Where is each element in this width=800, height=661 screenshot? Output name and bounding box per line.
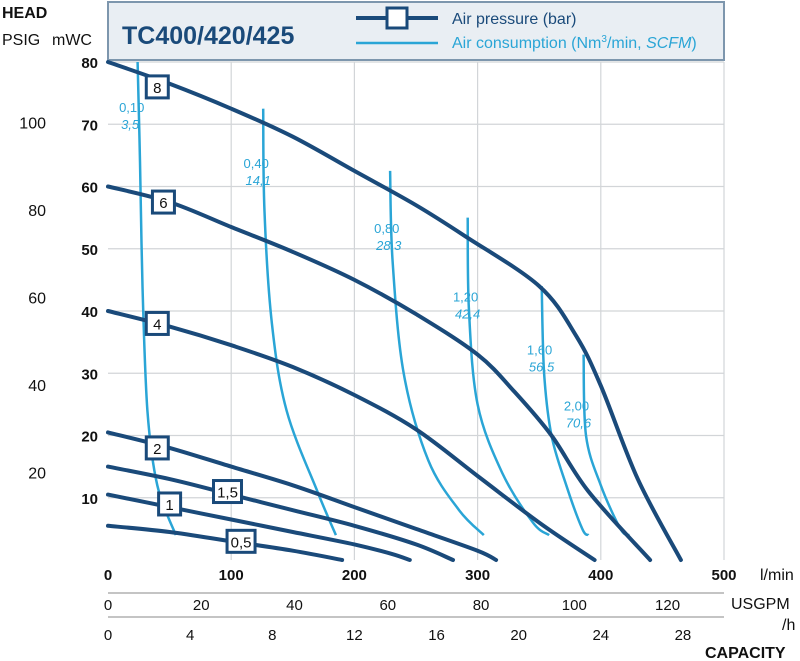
mwc-tick-label: 70 [81, 117, 98, 134]
pressure-line [106, 523, 345, 562]
pressure-marker-label: 8 [153, 80, 161, 97]
m3h-tick-label: 4 [186, 627, 194, 644]
psig-tick-label: 40 [28, 378, 46, 395]
chart-title: TC400/420/425 [122, 22, 294, 50]
pressure-marker-box [144, 435, 170, 461]
pressure-marker-label: 2 [153, 441, 161, 458]
psig-tick-label: 20 [28, 465, 46, 482]
m3h-tick-label: 16 [428, 627, 445, 644]
pressure-marker-box [212, 479, 244, 505]
mwc-tick-label: 50 [81, 242, 98, 259]
legend-item-air-consumption: Air consumption (Nm3/min, SCFM) [356, 34, 697, 52]
consumption-scfm-label: 3,5 [121, 117, 140, 132]
m3h-tick-label: 12 [346, 627, 363, 644]
consumption-line [136, 61, 177, 536]
pressure-marker-box [150, 189, 176, 215]
consumption-scfm-label: 42,4 [455, 307, 480, 322]
m3h-tick-label: 20 [510, 627, 527, 644]
psig-tick-label: 100 [19, 115, 46, 132]
legend-item-air-pressure: Air pressure (bar) [356, 6, 576, 30]
pressure-markers: 8 6 4 2 1,5 1 0,5 [144, 74, 257, 554]
consumption-nm3-label: 1,60 [527, 343, 552, 358]
consumption-scfm-label: 14,1 [246, 173, 271, 188]
mwc-tick-label: 10 [81, 491, 98, 508]
mwc-tick-label: 60 [81, 180, 98, 197]
lmin-tick-label: 300 [465, 567, 490, 584]
lmin-tick-label: 400 [588, 567, 613, 584]
usgpm-tick-label: 20 [193, 597, 210, 614]
consumption-scfm-label: 70,6 [566, 416, 592, 431]
head-label: HEAD [2, 5, 47, 22]
pressure-line [106, 464, 455, 562]
consumption-line [540, 286, 590, 537]
mwc-tick-label: 80 [81, 55, 98, 72]
consumption-labels: 0,10 3,5 0,40 14,1 0,80 28,3 1,20 42,4 1,60 56,5 2… [119, 100, 592, 431]
legend-pressure-square-icon [385, 6, 409, 30]
pressure-marker-box [225, 528, 257, 554]
pressure-marker-label: 0,5 [231, 534, 252, 551]
lmin-tick-label: 100 [219, 567, 244, 584]
pressure-marker-label: 6 [159, 195, 167, 212]
m3h-tick-label: 28 [675, 627, 692, 644]
psig-tick-label: 80 [28, 203, 46, 220]
lmin-tick-label: 500 [711, 567, 736, 584]
title-box: TC400/420/425 [107, 1, 725, 61]
pressure-marker-box [144, 74, 170, 100]
mwc-tick-label: 20 [81, 429, 98, 446]
psig-tick-label: 60 [28, 290, 46, 307]
mwc-axis-label: mWC [52, 32, 92, 49]
mwc-tick-label: 30 [81, 366, 98, 383]
pressure-line [106, 309, 597, 562]
mwc-tick-label: 40 [81, 304, 98, 321]
m3h-axis-label: /h [782, 617, 795, 634]
consumption-line [261, 108, 338, 536]
psig-axis-label: PSIG [2, 32, 40, 49]
consumption-scfm-label: 56,5 [529, 360, 555, 375]
consumption-scfm-label: 28,3 [375, 238, 402, 253]
consumption-nm3-label: 0,10 [119, 100, 144, 115]
pressure-marker-label: 4 [153, 316, 161, 333]
consumption-line [466, 217, 550, 537]
consumption-nm3-label: 0,80 [374, 221, 399, 236]
legend: Air pressure (bar) Air consumption (Nm3/… [356, 6, 697, 52]
usgpm-axis-label: USGPM [731, 596, 790, 613]
pressure-lines [106, 60, 683, 562]
pressure-marker-label: 1 [165, 497, 173, 514]
pressure-marker-label: 1,5 [217, 485, 238, 502]
lmin-tick-label: 200 [342, 567, 367, 584]
usgpm-tick-label: 0 [104, 597, 112, 614]
pressure-marker-box [144, 310, 170, 336]
usgpm-tick-label: 120 [655, 597, 680, 614]
m3h-tick-label: 8 [268, 627, 276, 644]
usgpm-tick-label: 100 [562, 597, 587, 614]
m3h-tick-label: 0 [104, 627, 112, 644]
consumption-nm3-label: 1,20 [453, 290, 478, 305]
legend-pressure-label: Air pressure (bar) [452, 11, 576, 28]
pressure-line [106, 430, 499, 562]
consumption-lines [136, 61, 630, 537]
consumption-line [388, 170, 485, 537]
lmin-axis-label: l/min [760, 567, 794, 584]
consumption-nm3-label: 2,00 [564, 399, 589, 414]
pressure-line [106, 184, 653, 562]
usgpm-tick-label: 80 [473, 597, 490, 614]
pressure-marker-box [157, 491, 183, 517]
pressure-line [106, 60, 683, 562]
capacity-label: CAPACITY [705, 645, 786, 661]
m3h-tick-label: 24 [592, 627, 609, 644]
consumption-nm3-label: 0,40 [244, 156, 269, 171]
legend-consumption-label: Air consumption (Nm3/min, SCFM) [452, 34, 697, 52]
usgpm-tick-label: 40 [286, 597, 303, 614]
lmin-tick-label: 0 [104, 567, 112, 584]
usgpm-tick-label: 60 [379, 597, 396, 614]
